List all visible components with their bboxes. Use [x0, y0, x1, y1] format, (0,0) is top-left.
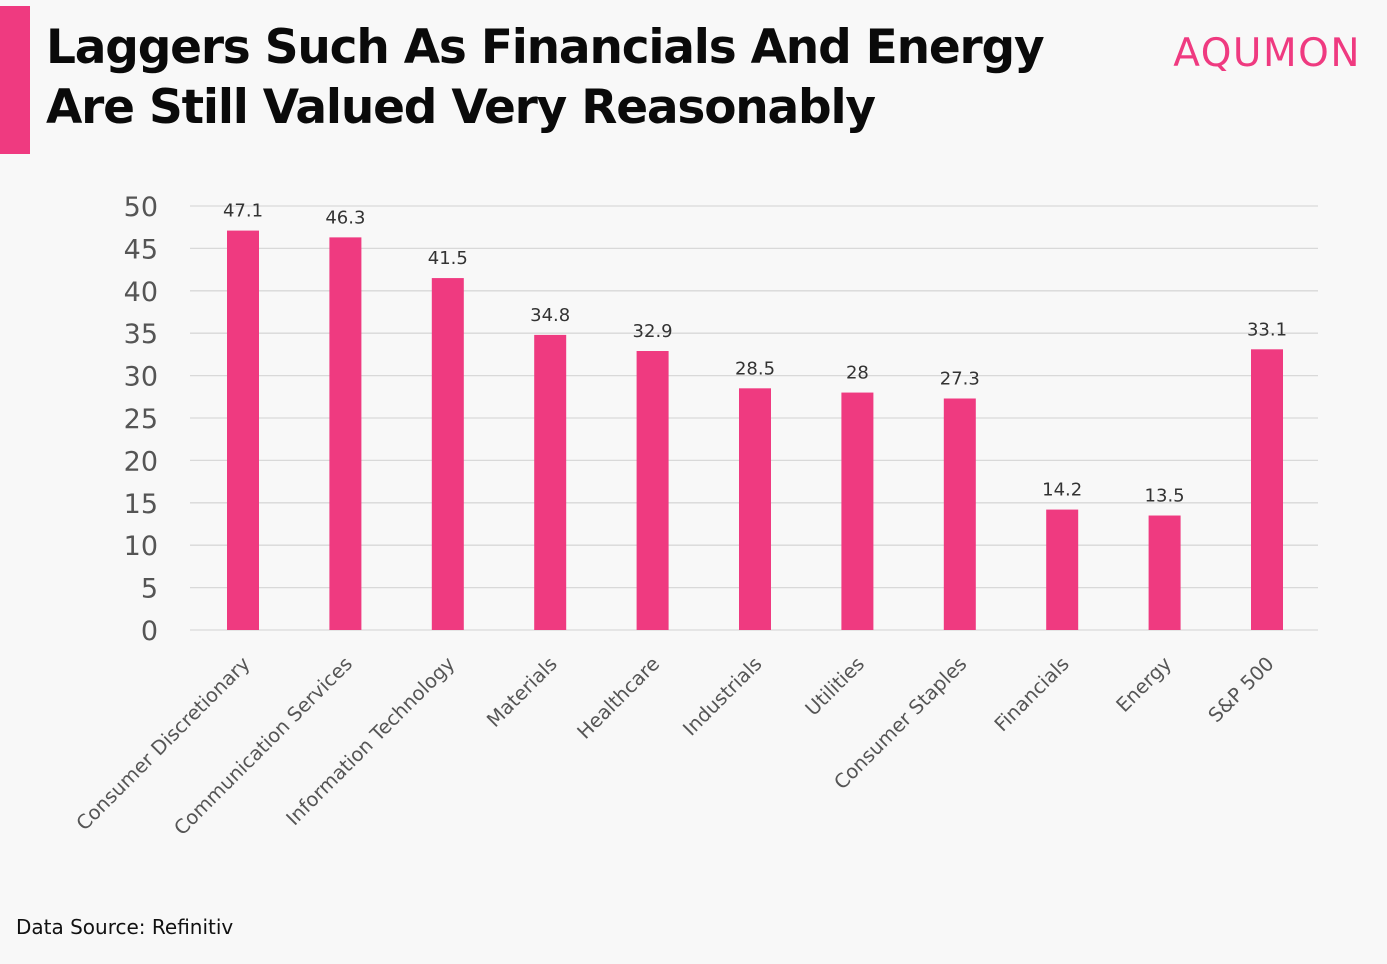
- data-label: 33.1: [1247, 319, 1287, 340]
- data-label: 46.3: [325, 207, 365, 228]
- data-labels: 47.1 46.3 41.5 34.8 32.9 28.5 28 27.3 14.2 13.5 33…: [223, 201, 1287, 507]
- bar: [636, 351, 669, 630]
- data-label: 14.2: [1042, 480, 1082, 501]
- data-label: 27.3: [940, 368, 980, 389]
- data-label: 13.5: [1145, 486, 1185, 507]
- chart-title: Laggers Such As Financials And Energy Ar…: [46, 20, 1045, 135]
- y-tick-label: 35: [124, 319, 158, 350]
- data-label: 47.1: [223, 201, 263, 222]
- bar: [431, 278, 464, 630]
- x-tick-label: Industrials: [678, 652, 766, 740]
- bar: [227, 230, 259, 631]
- x-tick-label: Information Technology: [282, 652, 460, 830]
- x-tick-label: Healthcare: [573, 652, 664, 743]
- bars: [227, 230, 1283, 631]
- y-tick-label: 40: [124, 277, 158, 308]
- data-label: 28.5: [735, 358, 775, 379]
- y-tick-label: 15: [124, 489, 158, 520]
- data-label: 28: [846, 363, 869, 384]
- bar: [534, 334, 567, 630]
- y-tick-label: 5: [141, 574, 158, 605]
- data-label: 41.5: [428, 248, 468, 269]
- title-accent-bar: [0, 6, 30, 154]
- y-tick-label: 50: [124, 192, 158, 223]
- y-axis-ticks: 0 5 10 15 20 25 30 35 40 45 50: [124, 192, 158, 647]
- brand-logo: AQUMON: [1173, 31, 1361, 76]
- y-tick-label: 25: [124, 404, 158, 435]
- x-tick-label: Utilities: [801, 652, 869, 720]
- y-tick-label: 20: [124, 446, 158, 477]
- bar: [329, 237, 362, 630]
- x-tick-label: Materials: [482, 652, 561, 731]
- x-tick-label: Communication Services: [169, 652, 356, 839]
- bar: [841, 392, 874, 630]
- bar: [739, 388, 771, 630]
- x-tick-label: Energy: [1112, 652, 1177, 717]
- bar: [1251, 349, 1283, 630]
- data-source-note: Data Source: Refinitiv: [16, 915, 234, 939]
- bar: [943, 398, 976, 630]
- bar: [1046, 509, 1079, 630]
- y-tick-label: 30: [124, 362, 158, 393]
- x-tick-label: Consumer Discretionary: [72, 652, 255, 835]
- y-tick-label: 45: [124, 234, 158, 265]
- data-label: 32.9: [633, 321, 673, 342]
- data-label: 34.8: [530, 305, 570, 326]
- bar: [1148, 515, 1181, 630]
- y-tick-label: 0: [141, 616, 158, 647]
- x-tick-label: S&P 500: [1204, 652, 1279, 727]
- x-tick-label: Financials: [990, 652, 1074, 736]
- y-tick-label: 10: [124, 531, 158, 562]
